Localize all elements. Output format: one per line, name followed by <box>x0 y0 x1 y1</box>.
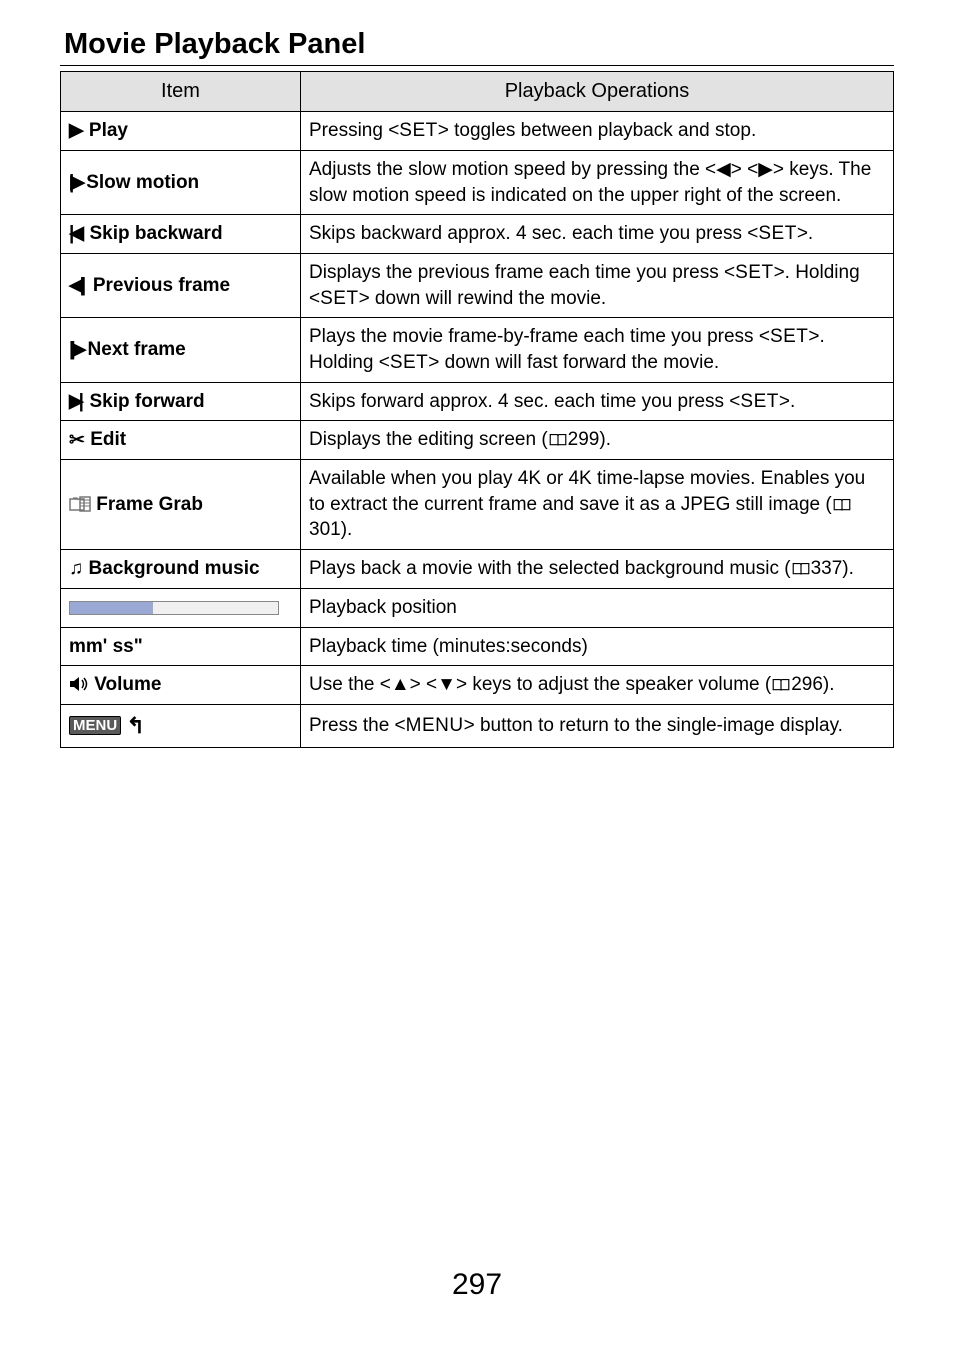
table-row: ||▶ Next frame Plays the movie frame-by-… <box>61 318 894 382</box>
set-key: SET <box>320 288 358 309</box>
item-cell: ▶ Play <box>61 112 301 151</box>
item-label: Skip forward <box>90 391 205 412</box>
next-frame-icon: ||▶ <box>69 337 82 363</box>
header-item: Item <box>61 72 301 112</box>
prev-frame-icon: ◀|| <box>69 273 82 299</box>
page-ref: 296 <box>791 674 823 695</box>
item-label: Edit <box>90 429 126 450</box>
table-row: ♫ Background music Plays back a movie wi… <box>61 550 894 589</box>
set-key: SET <box>770 326 808 347</box>
item-label: Play <box>89 120 128 141</box>
desc-cell: Use the <▲> <▼> keys to adjust the speak… <box>301 666 894 705</box>
item-cell: MENU ↰ <box>61 704 301 747</box>
item-cell: |▶ Slow motion <box>61 150 301 214</box>
item-cell: ◀|| Previous frame <box>61 254 301 318</box>
item-cell <box>61 588 301 627</box>
slow-motion-icon: |▶ <box>69 170 81 196</box>
page-container: Movie Playback Panel Item Playback Opera… <box>0 0 954 1342</box>
item-label: mm' ss" <box>69 636 143 657</box>
desc-cell: Displays the editing screen (299). <box>301 421 894 460</box>
desc-cell: Adjusts the slow motion speed by pressin… <box>301 150 894 214</box>
table-row: ▶ Play Pressing <SET> toggles between pl… <box>61 112 894 151</box>
desc-cell: Plays back a movie with the selected bac… <box>301 550 894 589</box>
panel-title: Movie Playback Panel <box>60 28 894 61</box>
page-ref: 301 <box>309 519 341 540</box>
edit-icon: ✂ <box>69 428 85 454</box>
desc-cell: Skips forward approx. 4 sec. each time y… <box>301 382 894 421</box>
up-key-icon: ▲ <box>391 672 410 698</box>
music-icon: ♫ <box>69 556 83 582</box>
item-label: Skip backward <box>90 223 223 244</box>
playback-position-bar-icon <box>69 601 279 615</box>
page-number: 297 <box>60 1268 894 1302</box>
desc-cell: Press the <MENU> button to return to the… <box>301 704 894 747</box>
table-row: Playback position <box>61 588 894 627</box>
table-row: ◀|| Previous frame Displays the previous… <box>61 254 894 318</box>
table-row: ✂ Edit Displays the editing screen (299)… <box>61 421 894 460</box>
skip-backward-icon: |◀ <box>69 221 79 247</box>
item-label: Previous frame <box>93 275 230 296</box>
item-cell: ✂ Edit <box>61 421 301 460</box>
desc-cell: Available when you play 4K or 4K time-la… <box>301 460 894 550</box>
item-label: Slow motion <box>86 172 199 193</box>
title-divider <box>60 65 894 66</box>
item-cell: ||▶ Next frame <box>61 318 301 382</box>
header-ops: Playback Operations <box>301 72 894 112</box>
item-cell: Volume <box>61 666 301 705</box>
desc-cell: Displays the previous frame each time yo… <box>301 254 894 318</box>
book-icon <box>791 562 811 576</box>
skip-forward-icon: ▶| <box>69 389 79 415</box>
item-cell: |◀ Skip backward <box>61 215 301 254</box>
item-cell: ▶| Skip forward <box>61 382 301 421</box>
menu-key: MENU <box>406 715 464 736</box>
table-header-row: Item Playback Operations <box>61 72 894 112</box>
set-key: SET <box>758 223 796 244</box>
item-cell: ♫ Background music <box>61 550 301 589</box>
table-row: |▶ Slow motion Adjusts the slow motion s… <box>61 150 894 214</box>
set-key: SET <box>735 262 773 283</box>
item-label: Background music <box>89 558 260 579</box>
play-icon: ▶ <box>69 118 84 144</box>
desc-cell: Pressing <SET> toggles between playback … <box>301 112 894 151</box>
table-row: mm' ss" Playback time (minutes:seconds) <box>61 627 894 666</box>
page-ref: 299 <box>568 429 600 450</box>
page-ref: 337 <box>811 558 843 579</box>
book-icon <box>548 433 568 447</box>
set-key: SET <box>390 352 428 373</box>
return-icon: ↰ <box>126 711 144 741</box>
desc-cell: Plays the movie frame-by-frame each time… <box>301 318 894 382</box>
item-label: Volume <box>94 674 161 695</box>
table-row: Volume Use the <▲> <▼> keys to adjust th… <box>61 666 894 705</box>
item-label: Frame Grab <box>96 494 203 515</box>
book-icon <box>771 678 791 692</box>
left-key-icon: ◀ <box>716 157 731 183</box>
book-icon <box>832 498 852 512</box>
item-label: Next frame <box>88 339 186 360</box>
set-key: SET <box>740 391 778 412</box>
set-key: SET <box>399 120 437 141</box>
item-cell: mm' ss" <box>61 627 301 666</box>
right-key-icon: ▶ <box>758 157 773 183</box>
desc-cell: Playback time (minutes:seconds) <box>301 627 894 666</box>
menu-badge-icon: MENU <box>69 716 121 735</box>
table-row: Frame Grab Available when you play 4K or… <box>61 460 894 550</box>
table-row: |◀ Skip backward Skips backward approx. … <box>61 215 894 254</box>
desc-cell: Playback position <box>301 588 894 627</box>
down-key-icon: ▼ <box>437 672 456 698</box>
table-row: ▶| Skip forward Skips forward approx. 4 … <box>61 382 894 421</box>
playback-panel-table: Item Playback Operations ▶ Play Pressing… <box>60 71 894 748</box>
desc-cell: Skips backward approx. 4 sec. each time … <box>301 215 894 254</box>
table-row: MENU ↰ Press the <MENU> button to return… <box>61 704 894 747</box>
frame-grab-icon <box>69 492 91 518</box>
item-cell: Frame Grab <box>61 460 301 550</box>
volume-icon <box>69 672 89 698</box>
